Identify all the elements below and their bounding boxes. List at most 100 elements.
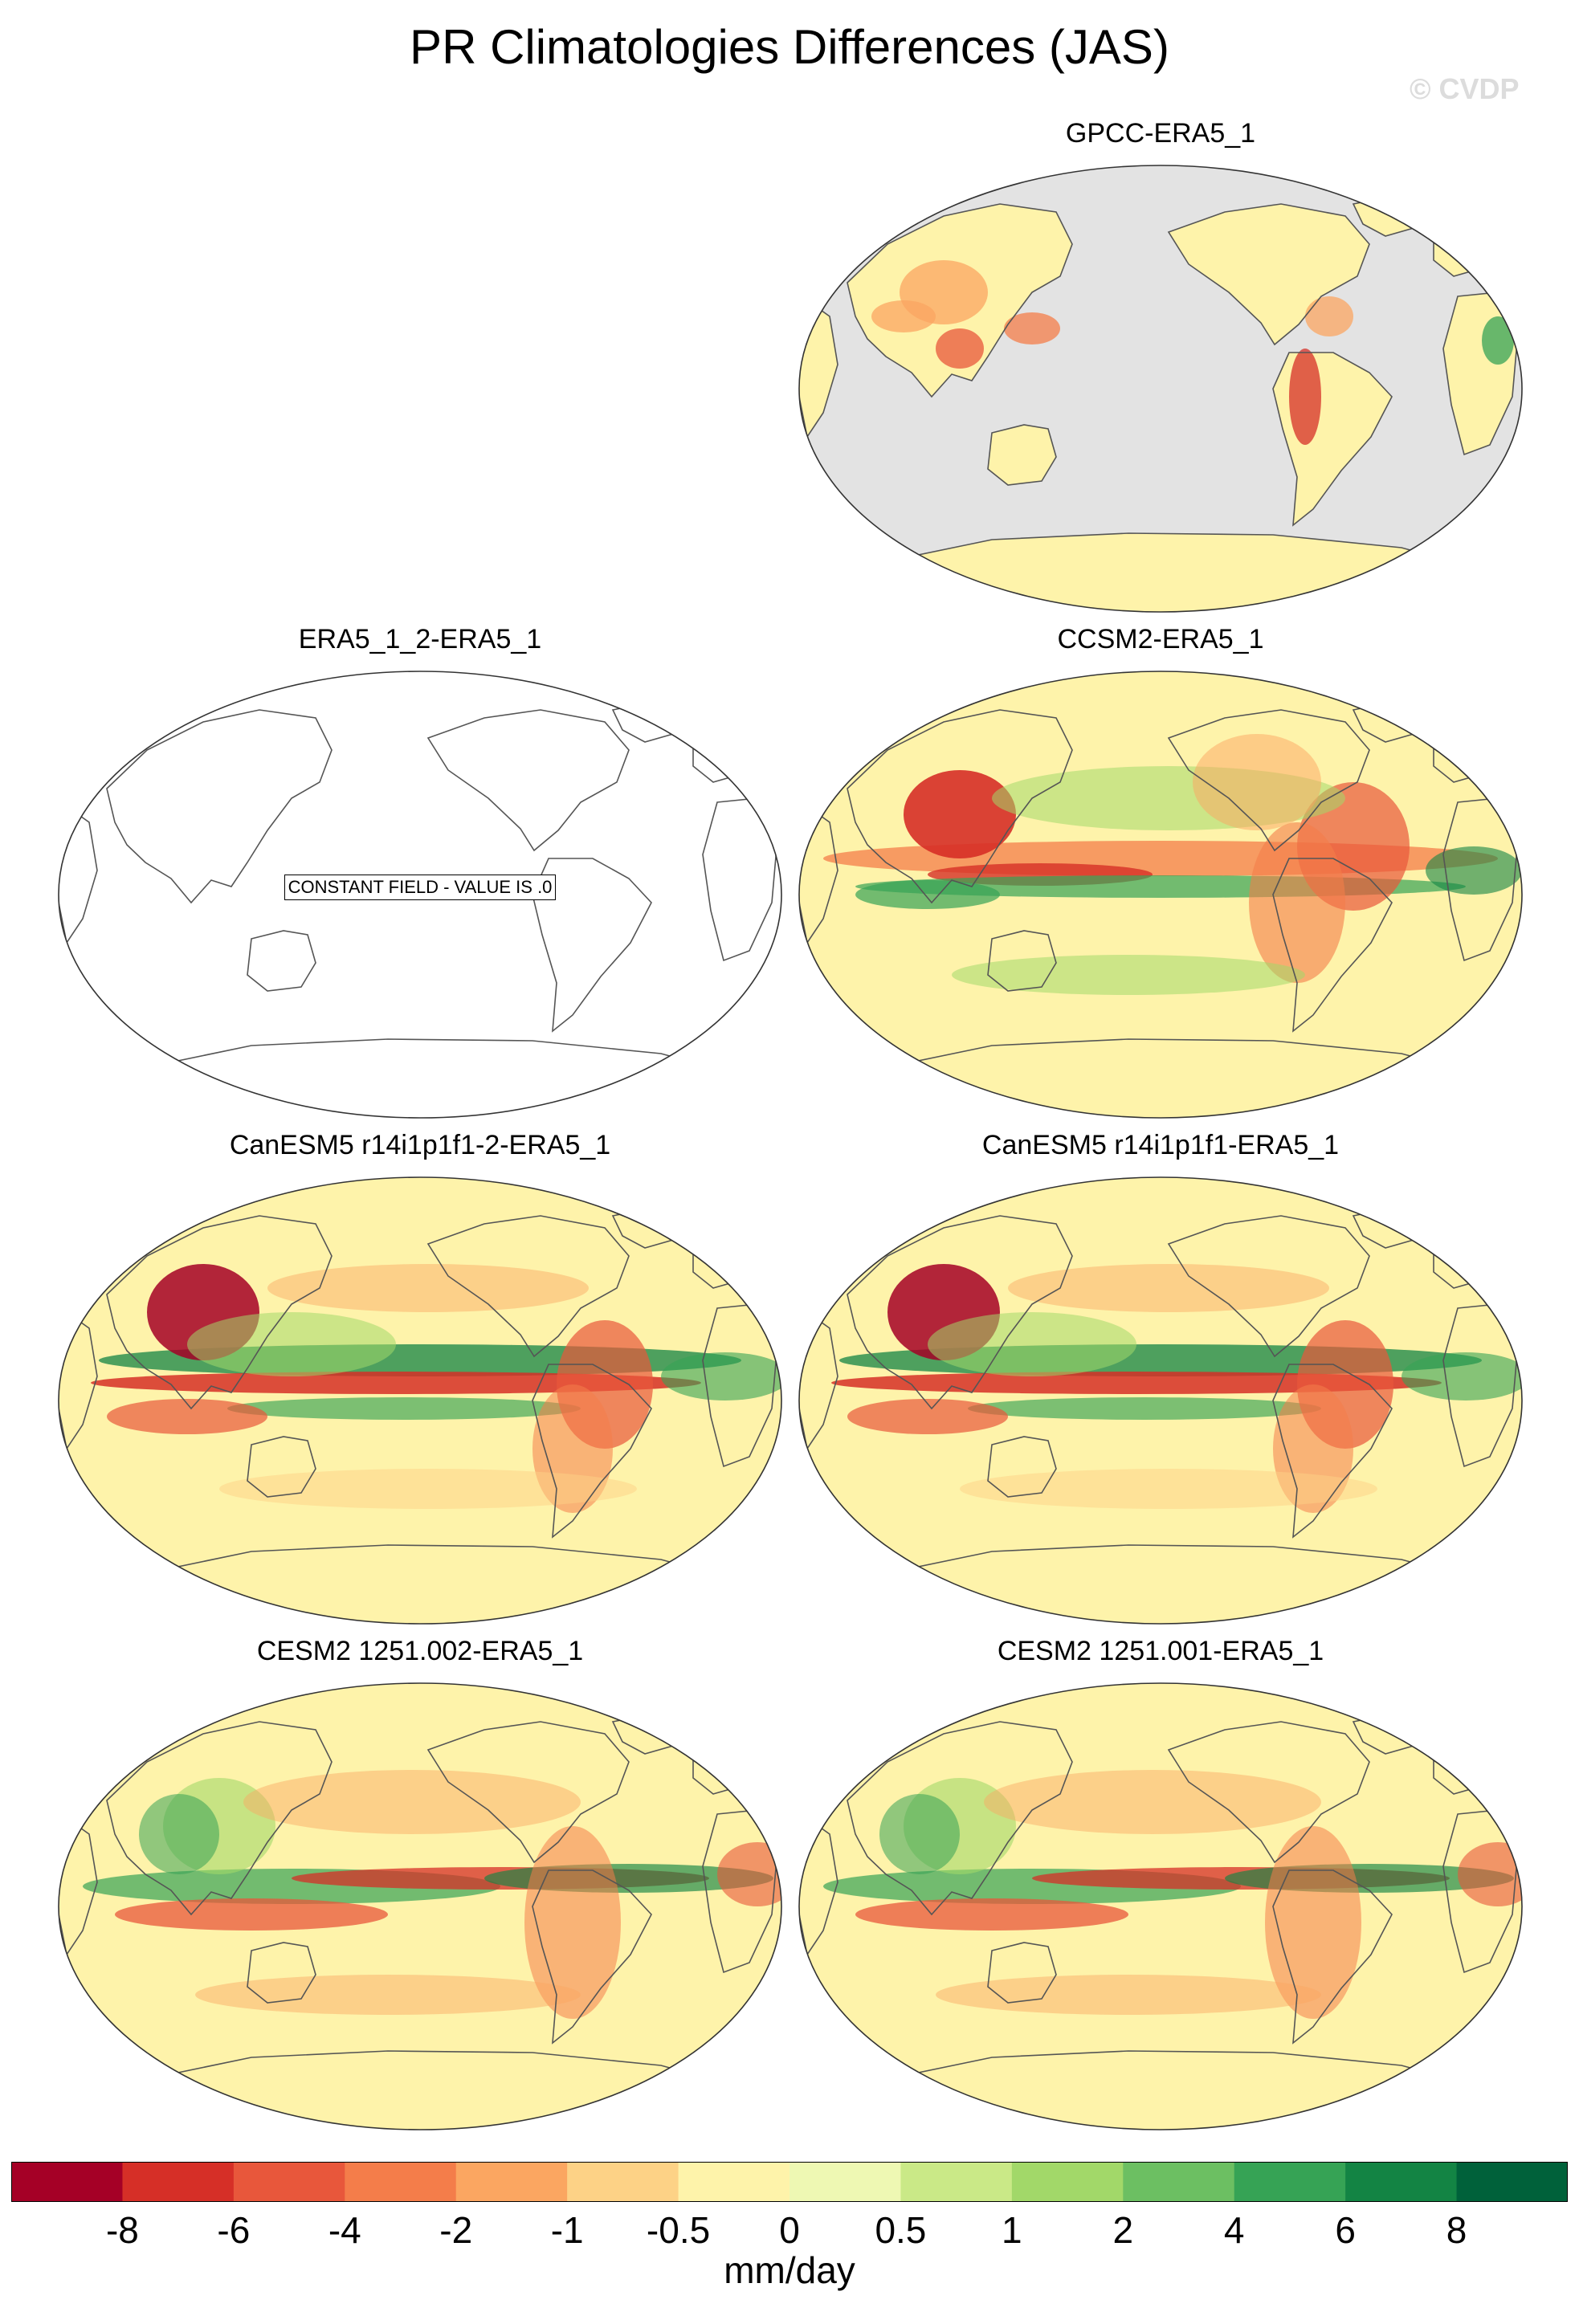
field-anomaly bbox=[1249, 822, 1345, 983]
map-panel-ccsm2: CCSM2-ERA5_1 bbox=[791, 620, 1530, 1126]
coastline bbox=[847, 1215, 1073, 1410]
map-outline bbox=[58, 671, 782, 1119]
land-anomaly bbox=[936, 328, 984, 369]
field-anomaly bbox=[952, 955, 1305, 995]
map-field-layer bbox=[799, 1683, 1522, 2130]
coastline bbox=[426, 1215, 630, 1358]
colorbar-swatch bbox=[455, 2162, 568, 2202]
field-anomaly bbox=[1008, 1264, 1329, 1312]
field-anomaly bbox=[1193, 734, 1321, 830]
land-field bbox=[887, 533, 1466, 612]
coastline bbox=[146, 1544, 726, 1624]
constant-field-note: CONSTANT FIELD - VALUE IS .0 bbox=[284, 875, 557, 900]
field-anomaly bbox=[831, 1372, 1442, 1394]
coastline bbox=[146, 2050, 726, 2130]
coastline bbox=[987, 424, 1057, 486]
map-canesm-2 bbox=[58, 1176, 782, 1625]
coastline bbox=[799, 1816, 838, 1957]
coastline bbox=[887, 1544, 1467, 1624]
colorbar-swatch bbox=[11, 2162, 123, 2202]
colorbar-swatch bbox=[1234, 2162, 1346, 2202]
land-anomaly bbox=[1305, 296, 1353, 336]
coastline bbox=[247, 930, 316, 992]
map-panel-cesm-002: CESM2 1251.002-ERA5_1 bbox=[51, 1632, 790, 2138]
panel-title-cesm-001: CESM2 1251.001-ERA5_1 bbox=[997, 1636, 1324, 1666]
field-anomaly bbox=[227, 1397, 581, 1420]
field-anomaly bbox=[1426, 846, 1522, 895]
colorbar-tick-label: -4 bbox=[328, 2209, 361, 2251]
constant-field-note-box: CONSTANT FIELD - VALUE IS .0 bbox=[284, 875, 557, 900]
map-field-layer bbox=[59, 1177, 781, 1624]
land-field bbox=[988, 425, 1056, 485]
coastline bbox=[1167, 203, 1370, 346]
coastline bbox=[1167, 1215, 1370, 1358]
coastline bbox=[1272, 1364, 1393, 1539]
colorbar-swatch bbox=[567, 2162, 679, 2202]
coastline bbox=[799, 299, 838, 439]
colorbar-frame bbox=[11, 2162, 1568, 2202]
field-anomaly bbox=[195, 1975, 581, 2015]
map-panel-canesm: CanESM5 r14i1p1f1-ERA5_1 bbox=[791, 1126, 1530, 1632]
coastline bbox=[847, 709, 1073, 904]
coastline bbox=[887, 2050, 1467, 2130]
panel-title-ccsm2: CCSM2-ERA5_1 bbox=[1057, 624, 1264, 654]
land-field bbox=[1169, 204, 1369, 345]
land-anomaly bbox=[871, 300, 936, 332]
map-gpcc bbox=[798, 165, 1523, 613]
coastline bbox=[59, 1816, 98, 1957]
field-anomaly bbox=[139, 1794, 219, 1874]
field-anomaly bbox=[960, 1469, 1377, 1509]
field-anomaly bbox=[524, 1826, 621, 2019]
field-anomaly bbox=[1402, 1352, 1522, 1401]
field-anomaly bbox=[879, 1794, 960, 1874]
map-outline bbox=[798, 1176, 1523, 1625]
panel-title-cesm-002: CESM2 1251.002-ERA5_1 bbox=[256, 1636, 584, 1666]
map-outline bbox=[798, 165, 1523, 613]
coastline bbox=[426, 1721, 630, 1864]
colorbar-tick-label: 6 bbox=[1335, 2209, 1356, 2251]
coastline bbox=[1272, 1869, 1393, 2045]
field-anomaly bbox=[928, 1312, 1136, 1376]
coastline bbox=[59, 805, 98, 945]
map-field-layer bbox=[799, 165, 1522, 612]
land-anomaly bbox=[1482, 316, 1514, 365]
colorbar-units: mm/day bbox=[724, 2249, 855, 2291]
colorbar-tick-label: -6 bbox=[217, 2209, 251, 2251]
colorbar bbox=[11, 2162, 1568, 2202]
colorbar-tick-label: -2 bbox=[439, 2209, 473, 2251]
colorbar-tick-label: 1 bbox=[1002, 2209, 1022, 2251]
map-ccsm2 bbox=[798, 671, 1523, 1119]
colorbar-swatch bbox=[345, 2162, 457, 2202]
colorbar-tick-label: -0.5 bbox=[646, 2209, 711, 2251]
map-era5: CONSTANT FIELD - VALUE IS .0 bbox=[58, 671, 782, 1119]
map-cesm-001 bbox=[798, 1682, 1523, 2130]
field-anomaly bbox=[855, 1898, 1128, 1931]
map-field-layer bbox=[799, 671, 1522, 1118]
coastline bbox=[987, 930, 1057, 992]
field-anomaly bbox=[1265, 1826, 1361, 2019]
coastline bbox=[59, 1311, 98, 1451]
coastline bbox=[1167, 1721, 1370, 1864]
coastline bbox=[887, 532, 1467, 612]
field-anomaly bbox=[847, 1399, 1008, 1434]
field-anomaly bbox=[936, 1975, 1321, 2015]
colorbar-tick-label: 8 bbox=[1446, 2209, 1467, 2251]
coastline bbox=[532, 858, 652, 1033]
coastline bbox=[1272, 858, 1393, 1033]
colorbar-tick-label: 0.5 bbox=[875, 2209, 927, 2251]
land-anomaly bbox=[1289, 349, 1321, 445]
colorbar-tick-label: 4 bbox=[1223, 2209, 1245, 2251]
coastline bbox=[106, 1721, 333, 1916]
coastline bbox=[847, 203, 1073, 398]
field-anomaly bbox=[115, 1898, 388, 1931]
panel-title-canesm-2: CanESM5 r14i1p1f1-2-ERA5_1 bbox=[229, 1130, 611, 1160]
map-cesm-002 bbox=[58, 1682, 782, 2130]
coastline bbox=[987, 1942, 1057, 2004]
colorbar-swatches bbox=[11, 2162, 1568, 2202]
coastline bbox=[1167, 709, 1370, 852]
coastline bbox=[987, 1436, 1057, 1498]
coastline bbox=[532, 1364, 652, 1539]
coastline bbox=[847, 1721, 1073, 1916]
field-anomaly bbox=[107, 1399, 267, 1434]
land-anomaly bbox=[1004, 312, 1060, 345]
